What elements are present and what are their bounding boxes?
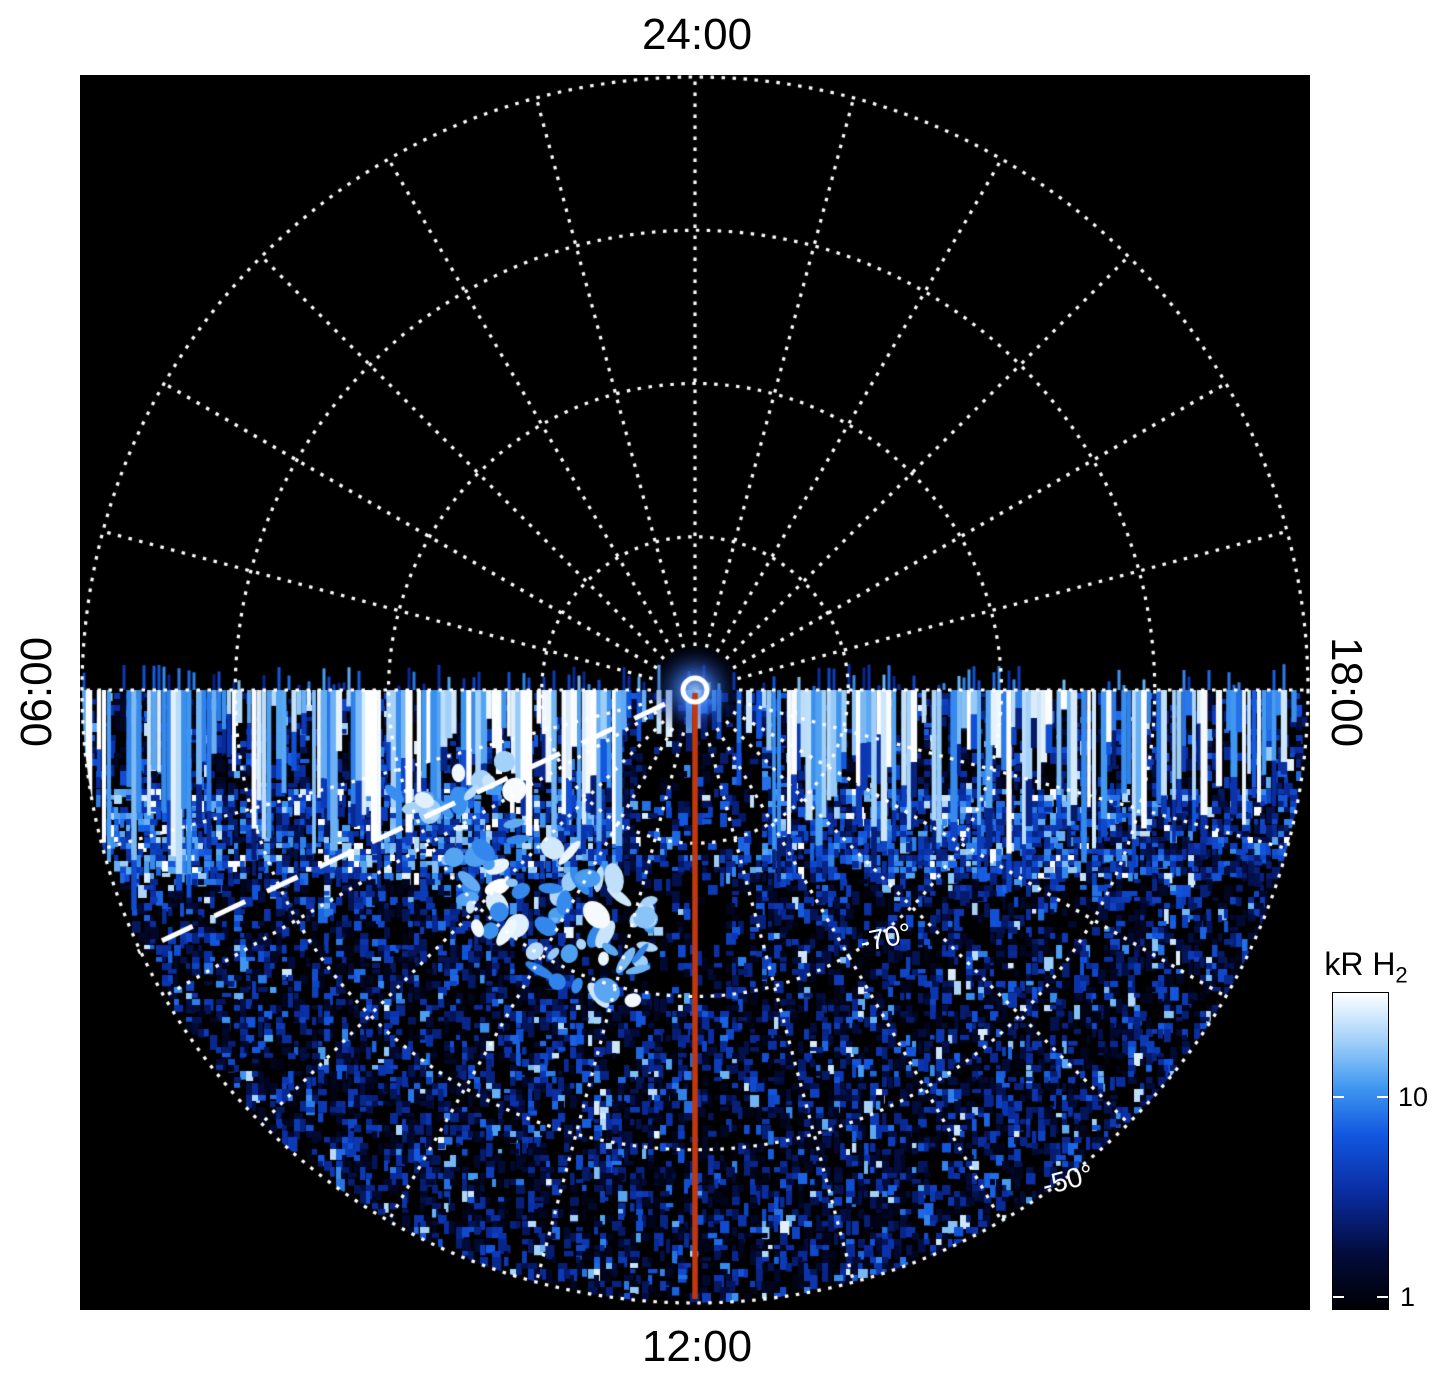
colorbar-gradient <box>1333 993 1388 1309</box>
time-label-2400: 24:00 <box>641 10 753 59</box>
colorbar-tickmark-10-right <box>1377 1096 1388 1098</box>
colorbar-tickmark-1-right <box>1377 1296 1388 1298</box>
plot-area <box>80 75 1310 1310</box>
colorbar-tickmark-1-left <box>1333 1296 1344 1298</box>
colorbar-tick-label-1: 1 <box>1400 1282 1416 1312</box>
time-label-1200: 12:00 <box>641 1322 753 1371</box>
time-label-1800: 18:00 <box>1322 636 1371 748</box>
colorbar-title-text: kR H <box>1324 946 1396 982</box>
colorbar <box>1332 992 1389 1310</box>
colorbar-tick-label-10: 10 <box>1398 1082 1429 1112</box>
colorbar-tickmark-10-left <box>1333 1096 1344 1098</box>
colorbar-title: kR H2 <box>1324 946 1407 988</box>
time-label-0600: 06:00 <box>12 636 61 748</box>
polar-heatmap-canvas <box>80 75 1310 1310</box>
colorbar-title-subscript: 2 <box>1395 962 1408 988</box>
